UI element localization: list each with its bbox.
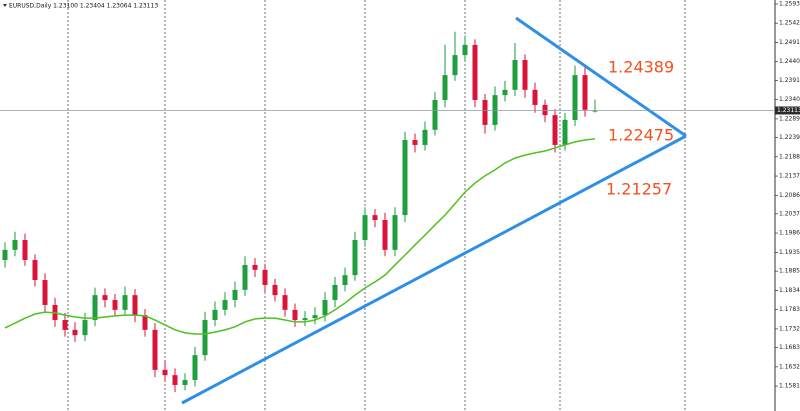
candle-body bbox=[252, 264, 258, 270]
y-tick-label: 1.19865 bbox=[779, 230, 800, 237]
candle-body bbox=[552, 115, 558, 145]
y-tick-label: 1.25935 bbox=[779, 0, 800, 7]
candle-body bbox=[282, 295, 288, 310]
support-line bbox=[181, 134, 687, 405]
y-tick-label: 1.16830 bbox=[779, 344, 800, 351]
candle-body bbox=[472, 44, 478, 101]
candle-body bbox=[112, 300, 118, 310]
candle-body bbox=[32, 260, 38, 281]
candle-body bbox=[592, 110, 598, 112]
annotation: 1.22475 bbox=[608, 126, 674, 145]
candle-body bbox=[432, 100, 438, 130]
candle-body bbox=[402, 140, 408, 216]
y-tick-label: 1.24915 bbox=[779, 39, 800, 46]
candle-body bbox=[312, 315, 318, 319]
candle-body bbox=[292, 309, 298, 321]
candle-body bbox=[322, 300, 328, 316]
candle-body bbox=[422, 129, 428, 145]
y-tick-label: 1.24405 bbox=[779, 58, 800, 65]
candle-body bbox=[232, 289, 238, 301]
current-price-tag bbox=[775, 106, 800, 115]
candle-body bbox=[382, 220, 388, 250]
candle-body bbox=[92, 295, 98, 321]
y-tick-label: 1.20865 bbox=[779, 192, 800, 199]
candle-body bbox=[172, 375, 178, 385]
candle-body bbox=[42, 280, 48, 305]
candle-body bbox=[512, 60, 518, 90]
candle-body bbox=[532, 89, 538, 105]
candle-body bbox=[202, 320, 208, 356]
candle-body bbox=[272, 284, 278, 296]
candle-body bbox=[562, 120, 568, 145]
candle-body bbox=[302, 318, 308, 321]
y-tick-label: 1.20375 bbox=[779, 210, 800, 217]
candle-body bbox=[82, 320, 88, 336]
candle-body bbox=[62, 320, 68, 330]
annotation: 1.21257 bbox=[606, 180, 672, 199]
y-tick-label: 1.18345 bbox=[779, 287, 800, 294]
moving-average bbox=[4, 138, 596, 335]
candle-body bbox=[582, 75, 588, 110]
candle-body bbox=[12, 240, 18, 250]
y-tick-label: 1.16320 bbox=[779, 363, 800, 370]
candle-body bbox=[542, 104, 548, 116]
period-separators bbox=[67, 0, 686, 411]
candle-body bbox=[132, 295, 138, 316]
candle-body bbox=[392, 215, 398, 250]
y-tick-label: 1.22395 bbox=[779, 134, 800, 141]
candle-body bbox=[212, 309, 218, 321]
candle-body bbox=[262, 269, 268, 285]
candle-body bbox=[492, 95, 498, 125]
candle-body bbox=[462, 44, 468, 56]
resistance-line bbox=[515, 16, 687, 138]
candle-body bbox=[352, 240, 358, 276]
y-tick-label: 1.23910 bbox=[779, 77, 800, 84]
y-tick-label: 1.21885 bbox=[779, 153, 800, 160]
candle-body bbox=[72, 329, 78, 336]
candle-body bbox=[142, 315, 148, 330]
y-tick-label: 1.17835 bbox=[779, 306, 800, 313]
current-price-label: 1.23113 bbox=[777, 107, 800, 114]
y-tick-label: 1.17325 bbox=[779, 325, 800, 332]
candle-body bbox=[2, 249, 8, 261]
candle-body bbox=[192, 355, 198, 381]
candle-body bbox=[572, 75, 578, 121]
candle-body bbox=[522, 60, 528, 90]
candle-body bbox=[222, 300, 228, 310]
candle-body bbox=[102, 295, 108, 301]
y-tick-label: 1.18855 bbox=[779, 268, 800, 275]
y-tick-label: 1.22890 bbox=[779, 115, 800, 122]
candle-body bbox=[182, 380, 188, 385]
candle-body bbox=[442, 75, 448, 101]
candle-body bbox=[152, 329, 158, 370]
annotation: 1.24389 bbox=[608, 58, 674, 77]
plot bbox=[2, 31, 598, 393]
chart-title: EURUSD,Daily 1.23100 1.23404 1.23064 1.2… bbox=[9, 3, 158, 10]
trendlines bbox=[181, 16, 687, 405]
y-tick-label: 1.19350 bbox=[779, 249, 800, 256]
menu-icon[interactable] bbox=[3, 4, 7, 7]
candle-body bbox=[162, 369, 168, 376]
candle-body bbox=[22, 240, 28, 261]
candle-body bbox=[482, 100, 488, 125]
candle-body bbox=[342, 275, 348, 285]
y-tick-label: 1.21375 bbox=[779, 173, 800, 180]
candle-body bbox=[502, 89, 508, 96]
candle-body bbox=[332, 284, 338, 301]
candle-body bbox=[362, 215, 368, 241]
candle-body bbox=[412, 140, 418, 145]
candle-body bbox=[122, 295, 128, 310]
candle-body bbox=[452, 55, 458, 76]
candle-body bbox=[242, 264, 248, 290]
candle-body bbox=[372, 215, 378, 221]
y-tick-label: 1.25425 bbox=[779, 20, 800, 27]
y-tick-label: 1.15810 bbox=[779, 383, 800, 390]
y-tick-label: 1.23400 bbox=[779, 96, 800, 103]
